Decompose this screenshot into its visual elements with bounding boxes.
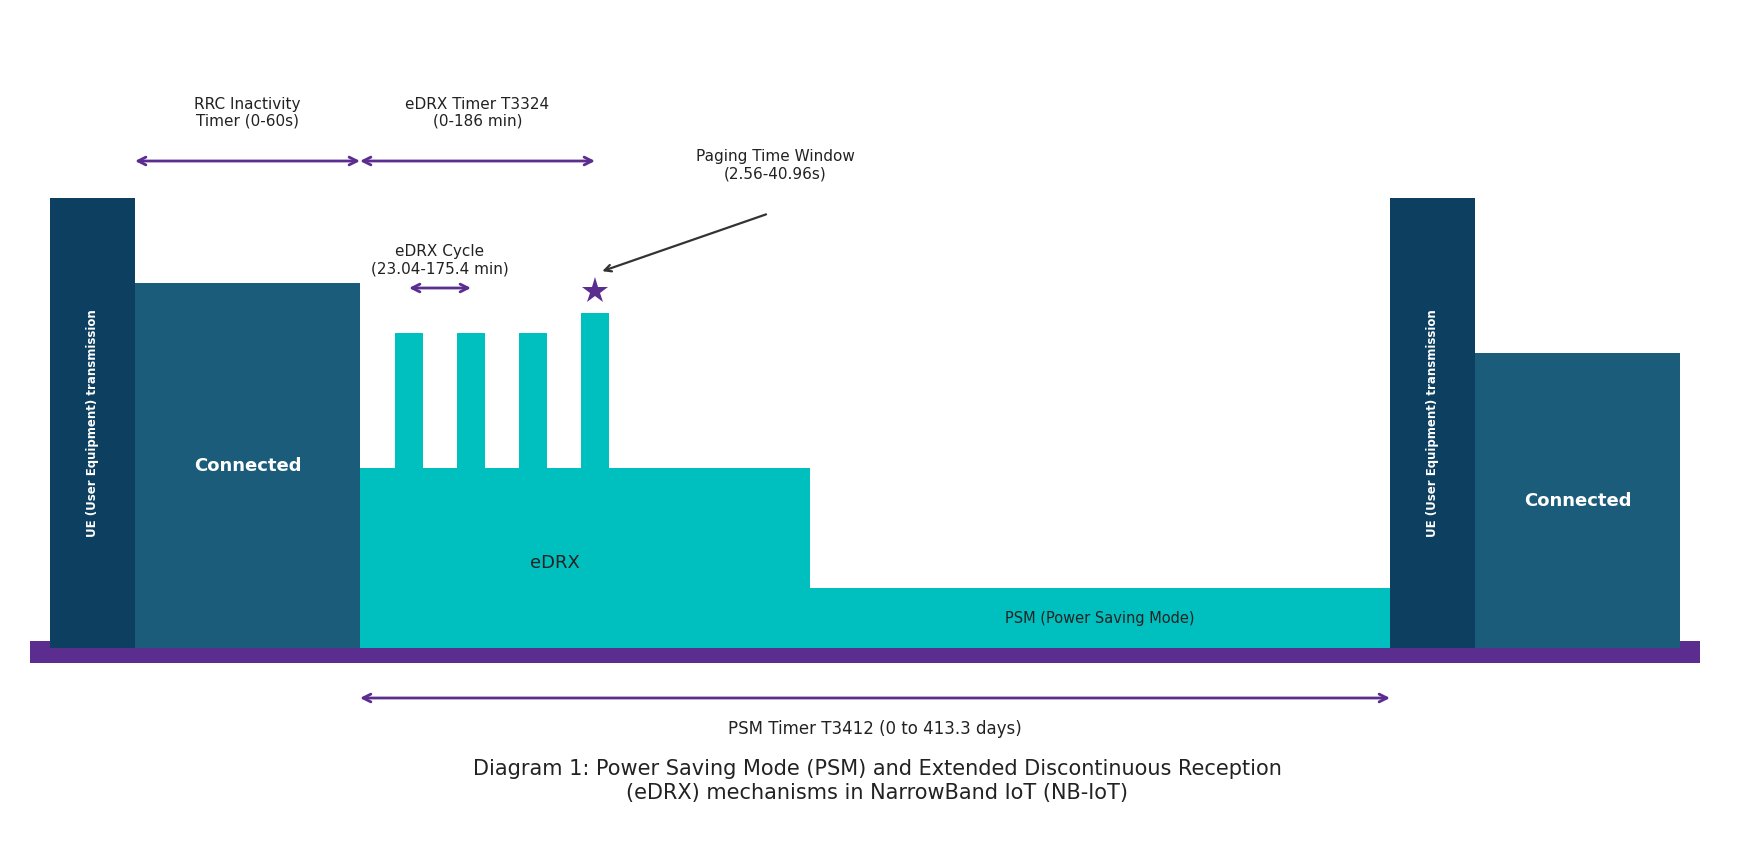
Bar: [1389, 198, 1475, 648]
Text: UE (User Equipment) transmission: UE (User Equipment) transmission: [86, 309, 98, 537]
Text: eDRX Timer T3324
(0-186 min): eDRX Timer T3324 (0-186 min): [405, 97, 549, 129]
Text: Diagram 1: Power Saving Mode (PSM) and Extended Discontinuous Reception
(eDRX) m: Diagram 1: Power Saving Mode (PSM) and E…: [472, 760, 1282, 803]
Text: PSM Timer T3412 (0 to 413.3 days): PSM Timer T3412 (0 to 413.3 days): [728, 720, 1023, 738]
Bar: [395, 333, 423, 468]
Text: Paging Time Window
(2.56-40.96s): Paging Time Window (2.56-40.96s): [696, 148, 854, 181]
Text: UE (User Equipment) transmission: UE (User Equipment) transmission: [1426, 309, 1438, 537]
Bar: [360, 468, 810, 648]
Bar: [1475, 353, 1680, 648]
Bar: [51, 198, 135, 648]
Text: PSM (Power Saving Mode): PSM (Power Saving Mode): [1005, 610, 1194, 626]
Text: eDRX: eDRX: [530, 554, 581, 572]
Bar: [458, 333, 486, 468]
Text: Connected: Connected: [1524, 491, 1631, 509]
Bar: [135, 283, 360, 648]
Bar: [30, 641, 1700, 663]
Bar: [360, 588, 1389, 648]
Bar: [519, 333, 547, 468]
Text: eDRX Cycle
(23.04-175.4 min): eDRX Cycle (23.04-175.4 min): [372, 244, 509, 276]
Bar: [581, 313, 609, 468]
Text: Connected: Connected: [193, 457, 302, 475]
Text: RRC Inactivity
Timer (0-60s): RRC Inactivity Timer (0-60s): [195, 97, 300, 129]
